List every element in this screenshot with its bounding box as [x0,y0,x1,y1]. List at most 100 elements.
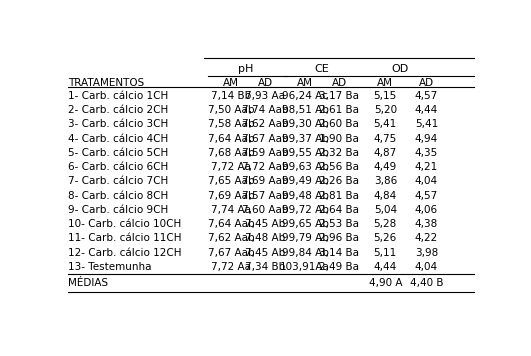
Text: 7,58 Aab: 7,58 Aab [208,120,254,130]
Text: 2- Carb. cálcio 2CH: 2- Carb. cálcio 2CH [68,105,169,115]
Text: 10- Carb. cálcio 10CH: 10- Carb. cálcio 10CH [68,219,182,229]
Text: 4,94: 4,94 [415,134,438,144]
Text: 7,69 Aab: 7,69 Aab [242,177,288,187]
Text: 103,91Aa: 103,91Aa [280,262,330,272]
Text: 7,64 Aab: 7,64 Aab [208,134,254,144]
Text: 7,68 Aab: 7,68 Aab [208,148,254,158]
Text: 7,72 Aa: 7,72 Aa [211,262,251,272]
Text: 7,50 Aab: 7,50 Aab [208,105,254,115]
Text: 7,72 Aa: 7,72 Aa [211,162,251,172]
Text: MÉDIAS: MÉDIAS [68,278,108,288]
Text: 4,90 A: 4,90 A [369,278,402,288]
Text: 1- Carb. cálcio 1CH: 1- Carb. cálcio 1CH [68,91,169,101]
Text: 2,61 Ba: 2,61 Ba [319,105,359,115]
Text: 2,53 Ba: 2,53 Ba [319,219,359,229]
Text: 99,55 Ab: 99,55 Ab [281,148,329,158]
Text: 7,74 Aab: 7,74 Aab [242,105,288,115]
Text: 7- Carb. cálcio 7CH: 7- Carb. cálcio 7CH [68,177,169,187]
Text: 2,96 Ba: 2,96 Ba [319,234,359,244]
Text: 4,57: 4,57 [415,191,438,201]
Text: 4,44: 4,44 [374,262,397,272]
Text: 9- Carb. cálcio 9CH: 9- Carb. cálcio 9CH [68,205,169,215]
Text: CE: CE [314,64,329,74]
Text: 99,30 Ab: 99,30 Ab [281,120,329,130]
Text: 5,04: 5,04 [374,205,397,215]
Text: 7,48 Ab: 7,48 Ab [245,234,285,244]
Text: 6- Carb. cálcio 6CH: 6- Carb. cálcio 6CH [68,162,169,172]
Text: 2,64 Ba: 2,64 Ba [319,205,359,215]
Text: 5,28: 5,28 [374,219,397,229]
Text: AM: AM [223,78,239,88]
Text: 4,44: 4,44 [415,105,438,115]
Text: 4,75: 4,75 [374,134,397,144]
Text: 3,17 Ba: 3,17 Ba [319,91,359,101]
Text: 7,65 Aab: 7,65 Aab [208,177,254,187]
Text: 7,34 Bb: 7,34 Bb [245,262,285,272]
Text: 3,98: 3,98 [415,248,438,258]
Text: 4,84: 4,84 [374,191,397,201]
Text: 7,74 Aa: 7,74 Aa [211,205,251,215]
Text: 96,24 Ac: 96,24 Ac [282,91,328,101]
Text: 7,67 Aab: 7,67 Aab [242,134,288,144]
Text: 2,26 Ba: 2,26 Ba [319,177,359,187]
Text: AD: AD [258,78,273,88]
Text: 99,79 Ab: 99,79 Ab [281,234,329,244]
Text: 5,41: 5,41 [374,120,397,130]
Text: OD: OD [391,64,408,74]
Text: 3,86: 3,86 [374,177,397,187]
Text: 7,64 Aab: 7,64 Aab [208,219,254,229]
Text: AM: AM [297,78,313,88]
Text: 7,59 Aab: 7,59 Aab [242,148,288,158]
Text: 7,45 Ab: 7,45 Ab [245,248,285,258]
Text: 99,49 Ab: 99,49 Ab [281,177,329,187]
Text: 4,57: 4,57 [415,91,438,101]
Text: 7,67 Aab: 7,67 Aab [208,248,254,258]
Text: AM: AM [378,78,393,88]
Text: 2,56 Ba: 2,56 Ba [319,162,359,172]
Text: 8- Carb. cálcio 8CH: 8- Carb. cálcio 8CH [68,191,169,201]
Text: 99,37 Ab: 99,37 Ab [281,134,329,144]
Text: 2,81 Ba: 2,81 Ba [319,191,359,201]
Text: 7,62 Aab: 7,62 Aab [242,120,288,130]
Text: 4,40 B: 4,40 B [410,278,443,288]
Text: 3- Carb. cálcio 3CH: 3- Carb. cálcio 3CH [68,120,169,130]
Text: 12- Carb. cálcio 12CH: 12- Carb. cálcio 12CH [68,248,182,258]
Text: AD: AD [419,78,434,88]
Text: 11- Carb. cálcio 11CH: 11- Carb. cálcio 11CH [68,234,182,244]
Text: 7,62 Aab: 7,62 Aab [208,234,254,244]
Text: 2,60 Ba: 2,60 Ba [319,120,359,130]
Text: 99,65 Ab: 99,65 Ab [281,219,329,229]
Text: 7,93 Aa: 7,93 Aa [245,91,285,101]
Text: 99,72 Ab: 99,72 Ab [281,205,329,215]
Text: 4,06: 4,06 [415,205,438,215]
Text: 4,21: 4,21 [415,162,438,172]
Text: 2,49 Ba: 2,49 Ba [319,262,359,272]
Text: 7,72 Aab: 7,72 Aab [242,162,288,172]
Text: 7,14 Bb: 7,14 Bb [211,91,251,101]
Text: 5- Carb. cálcio 5CH: 5- Carb. cálcio 5CH [68,148,169,158]
Text: 7,60 Aab: 7,60 Aab [242,205,288,215]
Text: 99,84 Ab: 99,84 Ab [281,248,329,258]
Text: TRATAMENTOS: TRATAMENTOS [68,78,144,88]
Text: 7,57 Aab: 7,57 Aab [242,191,288,201]
Text: 5,20: 5,20 [374,105,397,115]
Text: 7,69 Aab: 7,69 Aab [208,191,254,201]
Text: AD: AD [332,78,347,88]
Text: 98,51 Ab: 98,51 Ab [281,105,329,115]
Text: pH: pH [238,64,253,74]
Text: 1,90 Ba: 1,90 Ba [319,134,359,144]
Text: 99,63 Ab: 99,63 Ab [281,162,329,172]
Text: 4,38: 4,38 [415,219,438,229]
Text: 4,04: 4,04 [415,177,438,187]
Text: 13- Testemunha: 13- Testemunha [68,262,152,272]
Text: 99,48 Ab: 99,48 Ab [281,191,329,201]
Text: 4,04: 4,04 [415,262,438,272]
Text: 5,26: 5,26 [374,234,397,244]
Text: 5,41: 5,41 [415,120,438,130]
Text: 3,14 Ba: 3,14 Ba [319,248,359,258]
Text: 7,45 Ab: 7,45 Ab [245,219,285,229]
Text: 4,87: 4,87 [374,148,397,158]
Text: 5,11: 5,11 [374,248,397,258]
Text: 4- Carb. cálcio 4CH: 4- Carb. cálcio 4CH [68,134,169,144]
Text: 5,15: 5,15 [374,91,397,101]
